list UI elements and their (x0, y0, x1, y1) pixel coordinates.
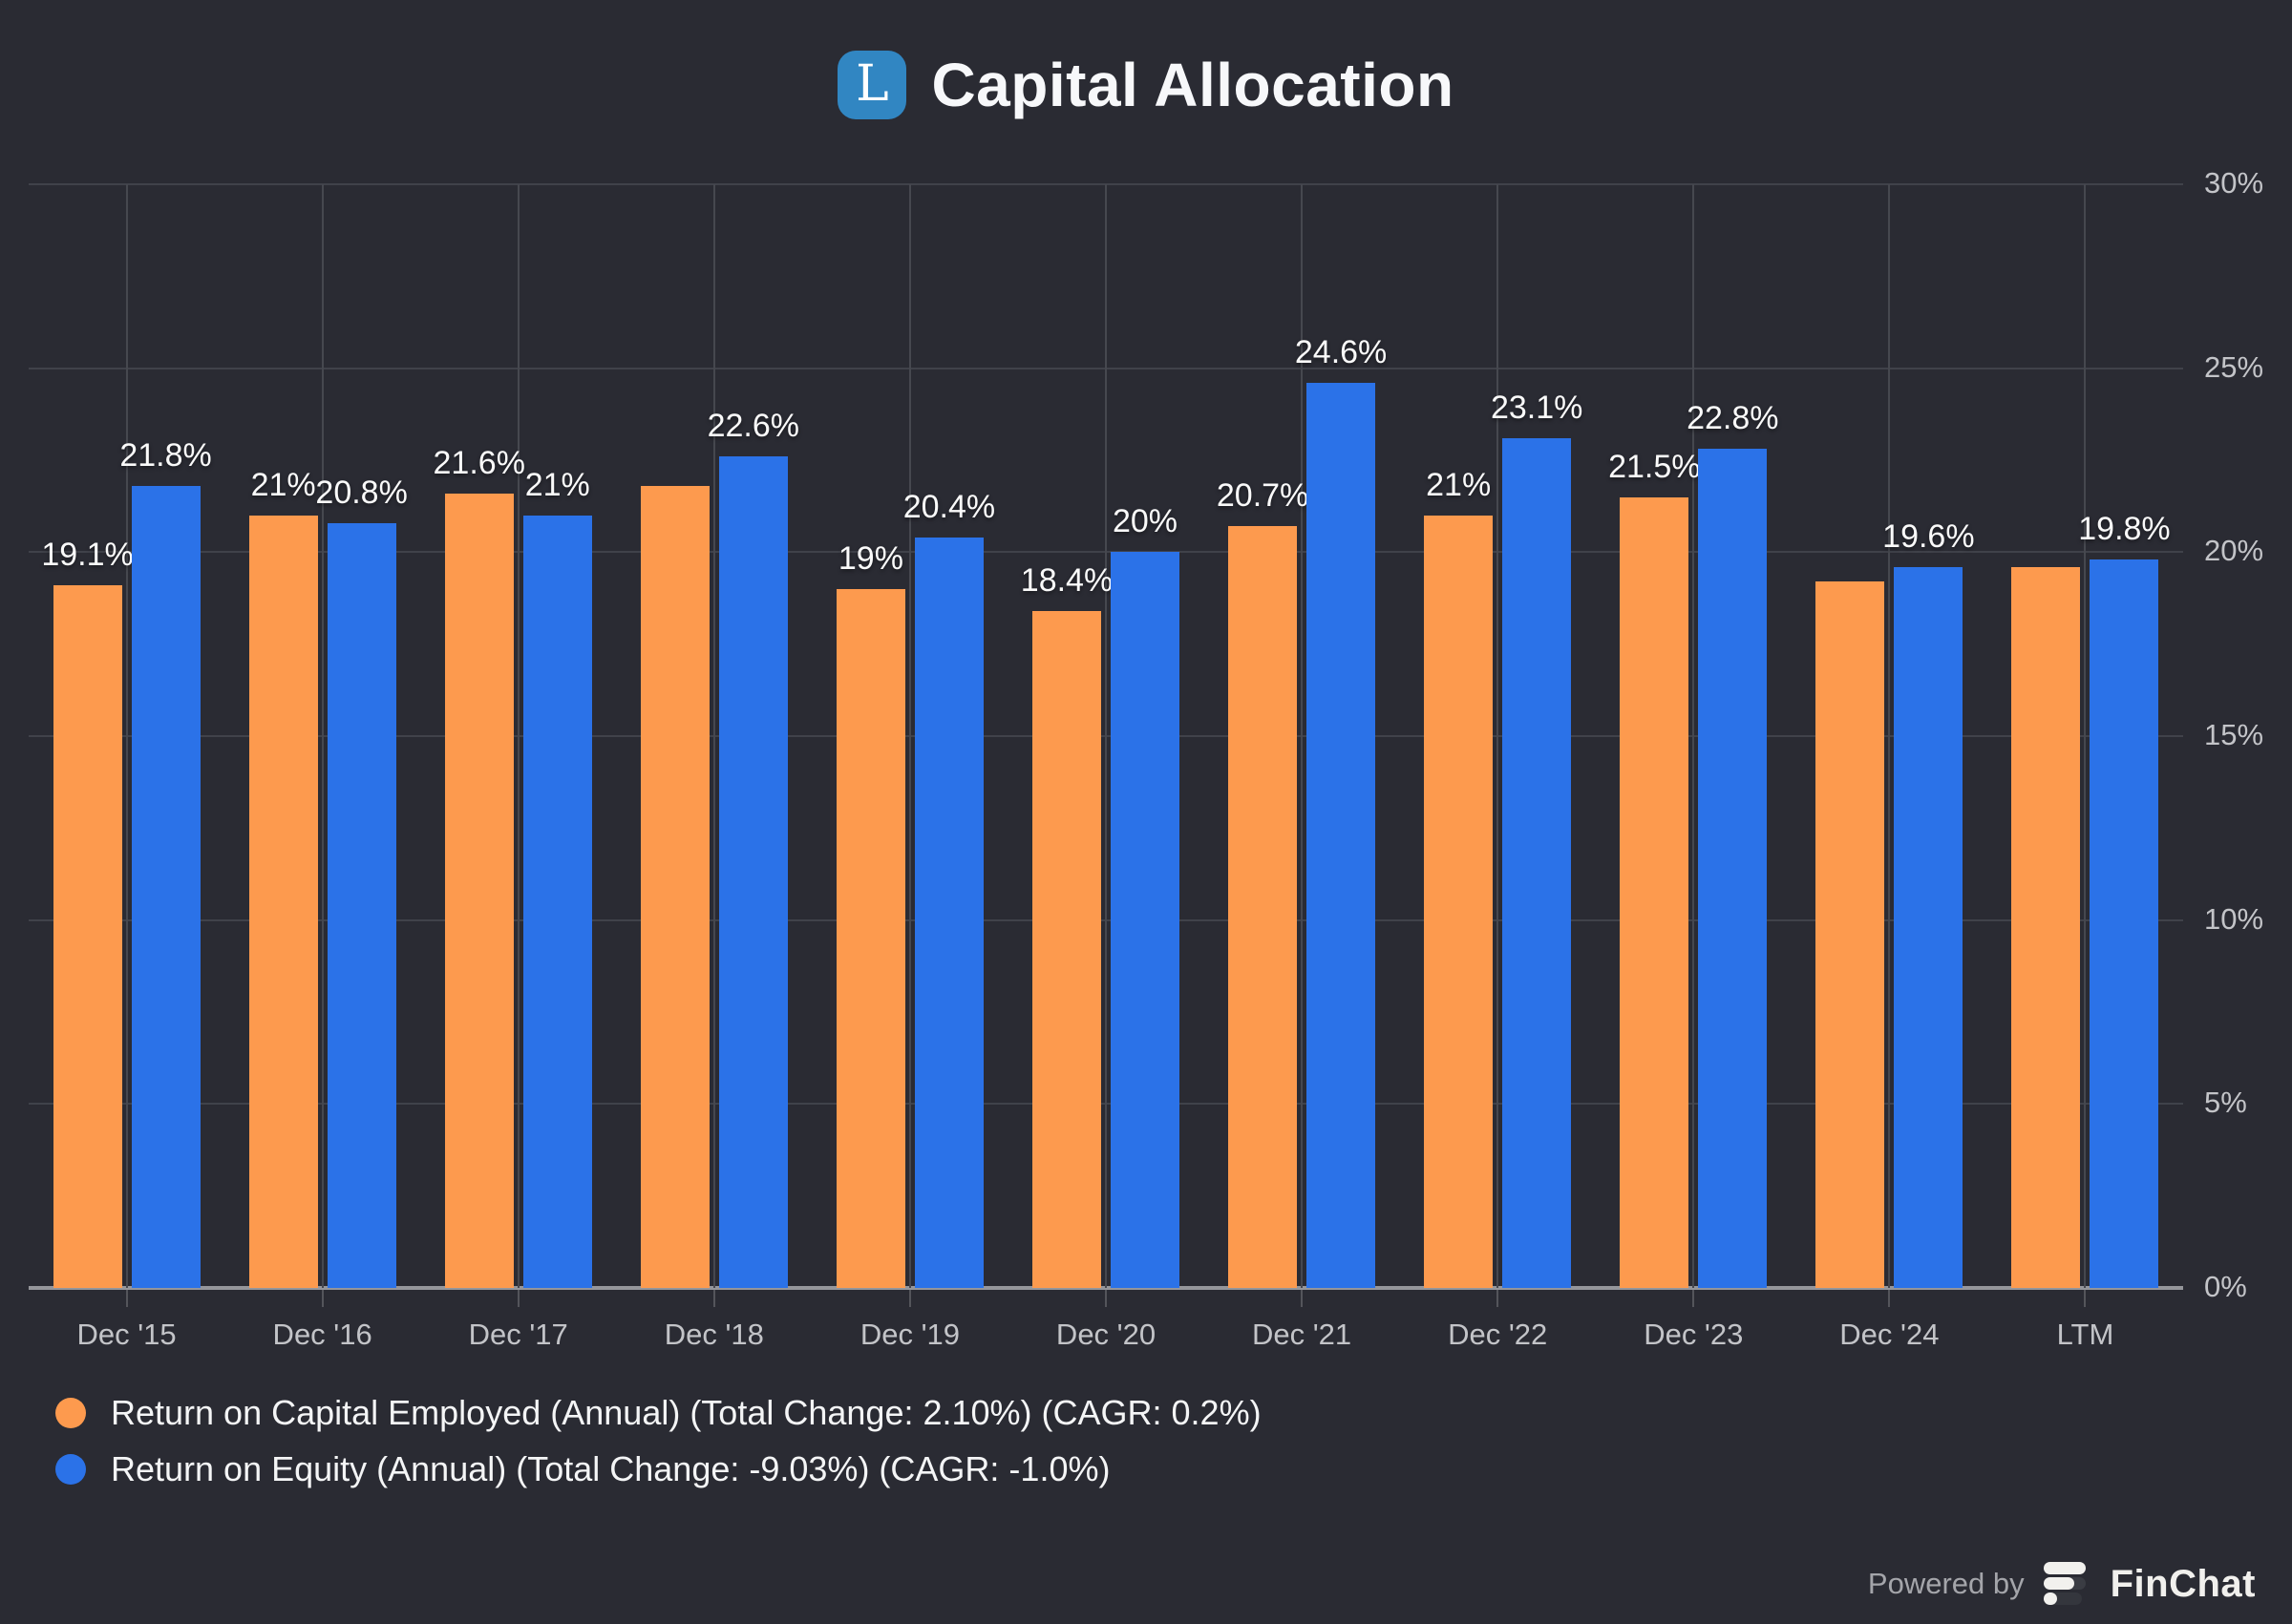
legend-item-roe[interactable]: Return on Equity (Annual) (Total Change:… (55, 1449, 1262, 1489)
bar-roce (1620, 496, 1689, 1288)
bar-roce (53, 585, 122, 1288)
bar-roe (1306, 383, 1376, 1288)
bar-value-label: 21% (1426, 466, 1492, 503)
bar-value-label: 19.6% (1882, 517, 1975, 555)
bar-value-label: 21.6% (433, 444, 525, 481)
vertical-gridline (712, 184, 715, 1288)
bar-roce (836, 588, 905, 1288)
vertical-gridline (2084, 184, 2087, 1288)
x-axis-tick (125, 1290, 128, 1307)
bar-value-label: 19% (838, 539, 903, 577)
bar-value-label: 20.4% (902, 488, 996, 525)
vertical-gridline (321, 184, 324, 1288)
bar-value-label: 18.4% (1020, 562, 1114, 599)
bar-roe (522, 515, 592, 1288)
company-logo-letter: L (856, 55, 889, 113)
vertical-gridline (1301, 184, 1304, 1288)
y-axis-tick-label: 20% (2204, 534, 2264, 568)
company-logo-icon: L (838, 51, 907, 119)
x-axis-tick (1105, 1290, 1107, 1307)
bar-roce (1815, 581, 1885, 1288)
bar-roe (1894, 566, 1963, 1288)
bar-value-label: 23.1% (1490, 389, 1583, 426)
vertical-gridline (1888, 184, 1891, 1288)
x-axis-category-label: LTM (2056, 1318, 2114, 1351)
bar-roce (248, 515, 318, 1288)
powered-by-footer: Powered by FinChat (1868, 1554, 2256, 1613)
legend-label: Return on Equity (Annual) (Total Change:… (111, 1449, 1111, 1488)
x-axis-category-label: Dec '16 (272, 1318, 372, 1351)
finchat-logo-icon (2043, 1562, 2086, 1605)
x-axis-tick (2084, 1290, 2087, 1307)
bar-roce (444, 493, 514, 1288)
bar-roe (1698, 449, 1768, 1288)
plot-area: 19.1% 21.8% 21% 20.8% 21.6% 21% 22.6% 19% 20.4% 1… (29, 183, 2183, 1307)
x-axis-category-label: Dec '18 (664, 1318, 764, 1351)
bar-roce (1228, 526, 1298, 1288)
bar-roe (131, 485, 201, 1288)
bar-roe (1111, 552, 1179, 1288)
x-axis-category-label: Dec '19 (860, 1318, 960, 1351)
bar-value-label: 21.5% (1608, 448, 1701, 485)
bar-value-label: 24.6% (1294, 334, 1388, 371)
vertical-gridline (908, 184, 911, 1288)
vertical-gridline (517, 184, 520, 1288)
x-axis-tick (1496, 1290, 1499, 1307)
bar-roce (640, 485, 710, 1288)
bar-value-label: 20.8% (315, 474, 408, 511)
y-axis-tick-label: 5% (2204, 1086, 2247, 1120)
bar-value-label: 20% (1112, 503, 1178, 540)
x-axis-category-label: Dec '24 (1839, 1318, 1940, 1351)
x-axis-tick (517, 1290, 520, 1307)
x-axis-category-label: Dec '20 (1055, 1318, 1157, 1351)
vertical-gridline (1496, 184, 1499, 1288)
bar-value-label: 22.8% (1687, 400, 1779, 437)
bar-value-label: 19.1% (41, 537, 134, 574)
vertical-gridline (1692, 184, 1695, 1288)
x-axis-tick (1301, 1290, 1304, 1307)
y-axis-tick-label: 0% (2204, 1270, 2247, 1303)
y-axis-tick-label: 30% (2204, 166, 2264, 200)
bar-value-label: 20.7% (1216, 477, 1309, 515)
bar-value-label: 19.8% (2078, 511, 2171, 548)
bar-value-label: 21% (250, 466, 316, 503)
bar-value-label: 21% (524, 466, 590, 503)
powered-by-label: Powered by (1867, 1567, 2025, 1600)
bar-roce (1032, 611, 1101, 1288)
chart-title: Capital Allocation (931, 51, 1454, 119)
x-axis-tick (712, 1290, 715, 1307)
bar-roe (914, 537, 984, 1288)
chart-header: L Capital Allocation (0, 50, 2292, 120)
x-axis-category-label: Dec '22 (1448, 1318, 1548, 1351)
bar-roce (2011, 566, 2081, 1288)
x-axis-category-label: Dec '17 (468, 1318, 568, 1351)
bar-roce (1424, 515, 1494, 1288)
bar-roe (2090, 559, 2159, 1288)
legend-item-roce[interactable]: Return on Capital Employed (Annual) (Tot… (55, 1393, 1262, 1433)
legend-label: Return on Capital Employed (Annual) (Tot… (111, 1393, 1262, 1432)
bar-value-label: 22.6% (707, 408, 800, 445)
x-axis-tick (321, 1290, 324, 1307)
x-axis-line (29, 1286, 2183, 1290)
x-axis-category-label: Dec '15 (76, 1318, 177, 1351)
vertical-gridline (1105, 184, 1107, 1288)
bar-roe (1502, 437, 1572, 1288)
y-axis-tick-label: 10% (2204, 901, 2264, 936)
bar-roe (718, 456, 788, 1288)
vertical-gridline (125, 184, 128, 1288)
chart-legend: Return on Capital Employed (Annual) (Tot… (55, 1393, 1262, 1489)
x-axis-tick (1888, 1290, 1891, 1307)
legend-marker-icon (55, 1398, 86, 1428)
brand-name: FinChat (2110, 1562, 2256, 1605)
y-axis-tick-label: 15% (2204, 718, 2264, 751)
bar-value-label: 21.8% (119, 436, 212, 474)
x-axis-category-label: Dec '23 (1644, 1318, 1744, 1351)
x-axis-tick (1692, 1290, 1695, 1307)
bar-roe (327, 522, 396, 1288)
legend-marker-icon (55, 1454, 86, 1485)
x-axis-tick (908, 1290, 911, 1307)
y-axis-tick-label: 25% (2204, 349, 2264, 384)
x-axis-category-label: Dec '21 (1252, 1318, 1352, 1351)
